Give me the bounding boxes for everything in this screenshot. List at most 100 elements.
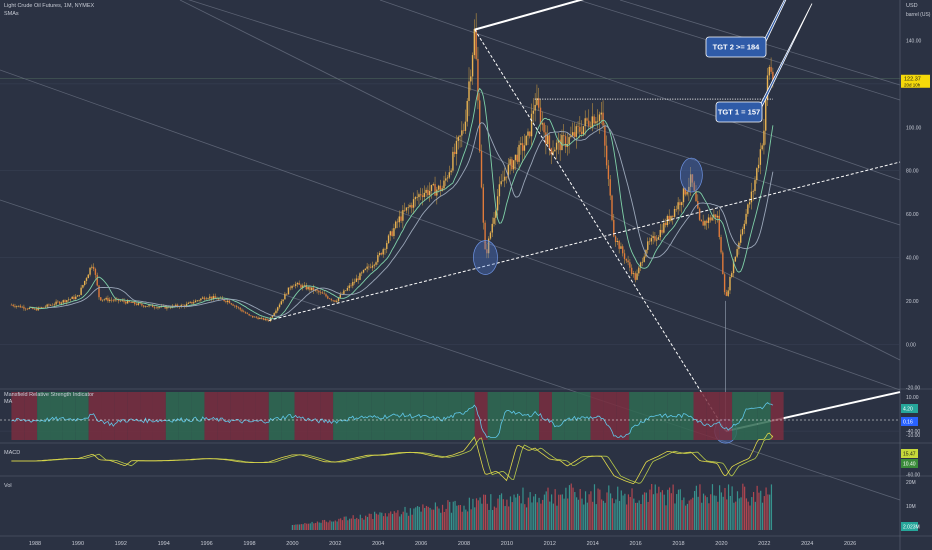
macd-value-badge [901,449,918,458]
candle-body [706,220,708,223]
candle-body [277,307,279,311]
time-tick-label: 2010 [501,541,513,547]
candle-body [66,300,68,303]
price-tick-label: 160.00 [906,0,922,1]
candle-body [589,126,592,128]
candle-body [21,306,23,308]
volume-bar [445,508,447,530]
volume-bar [688,500,690,530]
candle-body [12,304,14,306]
volume-bar [527,497,529,530]
candle-body [14,305,16,307]
candle-body [62,300,64,303]
volume-bar [468,497,470,530]
candle-body [521,143,524,151]
volume-bar [622,495,624,530]
candle-body [119,300,122,302]
target-2-callout[interactable] [705,36,767,58]
candle-body [605,145,608,166]
macd-signal-badge [901,459,918,468]
volume-bar [511,502,513,530]
channel-line [379,0,901,181]
noop [0,0,900,20]
candle-body [386,243,388,250]
volume-bar [609,493,612,530]
volume-bar [536,502,538,530]
candle-body [112,300,114,301]
volume-bar [676,494,678,530]
price-tick-label: 60.00 [906,212,919,218]
target-1-callout-pointer [757,3,813,116]
volume-bar [518,495,521,530]
candle-body [73,296,75,300]
time-tick-label: 2012 [544,541,556,547]
volume-bar [492,510,494,530]
candle-body [496,196,499,211]
candle-body [723,274,726,293]
candle-body [661,229,663,233]
volume-bar [517,493,519,530]
candle-body [454,151,456,154]
volume-bar [306,523,308,530]
volume-bar [763,496,765,530]
rsi-background-band [268,392,282,440]
candle-body [382,249,384,255]
candle-body [607,165,610,180]
candle-body [611,195,613,220]
target-1-callout[interactable] [715,101,763,123]
candle-body [366,266,368,269]
volume-bar [733,502,735,530]
volume-bar [454,500,456,530]
rsi-background-band [127,392,141,440]
candle-body [505,176,508,178]
candle-body [271,315,274,318]
candle-body [269,317,272,322]
volume-bar [592,501,594,530]
volume-bar [629,496,631,530]
candle-body [403,210,406,211]
volume-bar [493,506,495,530]
volume-bar [481,503,483,530]
candle-body [682,188,685,203]
rsi-background-band [217,392,231,440]
candle-body [664,222,667,226]
time-tick-label: 2004 [372,541,384,547]
candle-body [577,126,579,127]
rsi-background-band [50,392,63,440]
candle-body [743,223,745,229]
candle-body [239,307,241,310]
time-tick-label: 2016 [629,541,641,547]
candle-body [629,262,631,268]
volume-bar [298,524,301,530]
candle-body [58,301,61,304]
volume-bar [402,511,404,530]
candle-body [643,256,645,262]
candle-body [336,300,338,302]
candle-body [228,300,231,304]
rsi-background-band [474,392,488,440]
time-tick-label: 2020 [715,541,727,547]
candle-body [529,131,531,137]
candle-body [348,285,350,288]
candle-body [55,301,57,305]
volume-bar [661,490,664,530]
candle-body [711,217,713,221]
volume-bar [545,491,547,530]
rsi-background-band [243,392,256,440]
candle-body [716,215,719,218]
candle-body [319,292,322,293]
candle-body [273,313,275,316]
candle-body [436,189,438,196]
volume-bar [382,516,385,530]
volume-bar [740,497,742,530]
candle-body [355,278,358,282]
volume-bar [443,511,445,530]
candle-body [278,304,281,308]
volume-bar [586,502,588,530]
volume-bar [599,489,601,530]
volume-bar [384,513,386,530]
volume-bar [533,496,535,530]
volume-bar [620,490,622,530]
candle-body [380,253,383,255]
